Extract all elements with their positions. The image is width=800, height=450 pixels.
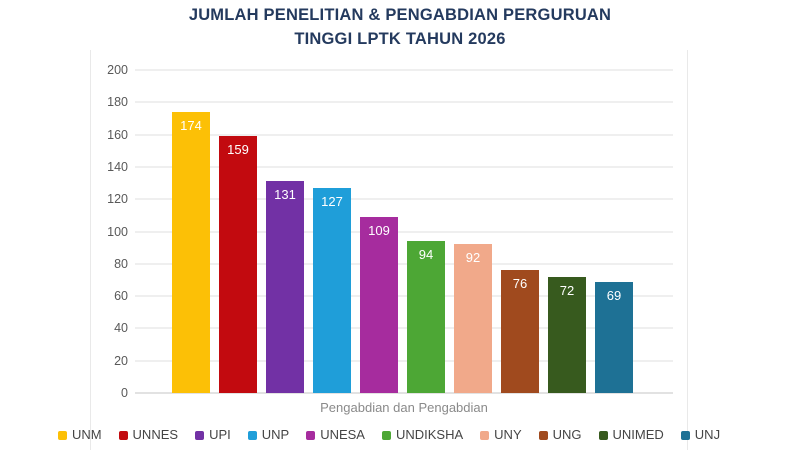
legend-label-unp: UNP xyxy=(261,427,290,442)
chart-frame-right-border xyxy=(687,50,688,450)
legend-item-unm: UNM xyxy=(57,427,102,442)
bar-value-label-unm: 174 xyxy=(180,117,202,133)
legend-item-unp: UNP xyxy=(247,427,290,442)
legend-label-unnes: UNNES xyxy=(132,427,179,442)
legend-label-unesa: UNESA xyxy=(320,427,365,442)
legend-label-undiksha: UNDIKSHA xyxy=(395,427,464,442)
bar-value-label-unesa: 109 xyxy=(368,222,390,238)
bar-value-label-uny: 92 xyxy=(465,250,481,266)
legend-label-unj: UNJ xyxy=(694,427,721,442)
legend-swatch-ung xyxy=(538,430,548,440)
bar-ung: 76 xyxy=(501,270,539,393)
gridline-y-0 xyxy=(135,392,673,394)
legend-label-uny: UNY xyxy=(494,427,522,442)
gridline-y-60 xyxy=(135,295,673,298)
bar-upi: 131 xyxy=(266,181,304,393)
bar-value-label-upi: 131 xyxy=(274,187,296,203)
legend-swatch-unj xyxy=(680,430,690,440)
gridline-y-160 xyxy=(135,133,673,136)
bar-value-label-unp: 127 xyxy=(321,193,343,209)
bar-value-label-undiksha: 94 xyxy=(418,247,434,263)
gridline-y-40 xyxy=(135,327,673,330)
legend-item-uny: UNY xyxy=(480,427,522,442)
legend-item-unesa: UNESA xyxy=(306,428,365,442)
legend: UNM UNNES UPI UNP UNESA UNDIKSHA UNY UNG UNIMED U… xyxy=(57,427,720,442)
bar-value-label-ung: 76 xyxy=(512,276,528,292)
legend-item-upi: UPI xyxy=(195,428,231,442)
legend-swatch-upi xyxy=(195,430,205,440)
legend-item-unnes: UNNES xyxy=(118,427,179,442)
gridline-y-120 xyxy=(135,198,673,201)
legend-item-unj: UNJ xyxy=(680,427,721,442)
chart-title-line1: JUMLAH PENELITIAN & PENGABDIAN PERGURUAN xyxy=(188,6,612,24)
y-tick-label-60: 60 xyxy=(114,289,128,304)
bar-unm: 174 xyxy=(172,111,210,393)
x-axis-label: Pengabdian dan Pengabdian xyxy=(320,400,488,415)
bar-value-label-unj: 69 xyxy=(606,287,622,303)
legend-swatch-unp xyxy=(247,430,257,440)
bar-uny: 92 xyxy=(454,244,492,393)
chart-title-line2: TINGGI LPTK TAHUN 2026 xyxy=(294,30,506,48)
legend-item-ung: UNG xyxy=(538,427,582,442)
bar-unnes: 159 xyxy=(219,136,257,393)
gridline-y-140 xyxy=(135,165,673,168)
y-tick-label-80: 80 xyxy=(114,256,128,271)
bar-unp: 127 xyxy=(313,187,351,393)
bar-undiksha: 94 xyxy=(407,241,445,393)
y-tick-label-120: 120 xyxy=(107,192,128,207)
bar-value-label-unimed: 72 xyxy=(559,282,575,298)
bar-unj: 69 xyxy=(595,281,633,393)
y-tick-label-40: 40 xyxy=(114,321,128,336)
legend-label-unimed: UNIMED xyxy=(612,427,664,442)
gridline-y-80 xyxy=(135,262,673,265)
gridline-y-100 xyxy=(135,230,673,233)
gridline-y-180 xyxy=(135,101,673,104)
bar-value-label-unnes: 159 xyxy=(227,142,249,158)
legend-swatch-uny xyxy=(480,430,490,440)
y-tick-label-0: 0 xyxy=(121,386,128,400)
gridline-y-20 xyxy=(135,359,673,362)
legend-label-upi: UPI xyxy=(209,427,231,442)
legend-swatch-unimed xyxy=(598,430,608,440)
bar-unimed: 72 xyxy=(548,276,586,393)
legend-item-unimed: UNIMED xyxy=(598,427,664,442)
legend-swatch-unesa xyxy=(306,430,316,440)
legend-label-unm: UNM xyxy=(71,427,102,442)
bar-unesa: 109 xyxy=(360,216,398,393)
legend-label-ung: UNG xyxy=(552,427,582,442)
chart-frame-left-border xyxy=(90,50,91,450)
y-tick-label-100: 100 xyxy=(107,224,128,239)
legend-swatch-unm xyxy=(57,430,67,440)
y-tick-label-200: 200 xyxy=(107,63,128,77)
chart-title: JUMLAH PENELITIAN & PENGABDIAN PERGURUAN… xyxy=(0,3,800,51)
legend-item-undiksha: UNDIKSHA xyxy=(381,427,464,442)
legend-swatch-undiksha xyxy=(381,430,391,440)
y-tick-label-180: 180 xyxy=(107,95,128,110)
gridline-y-200 xyxy=(135,69,673,71)
y-tick-label-20: 20 xyxy=(114,353,128,368)
y-tick-label-160: 160 xyxy=(107,127,128,142)
legend-swatch-unnes xyxy=(118,430,128,440)
y-tick-label-140: 140 xyxy=(107,159,128,174)
